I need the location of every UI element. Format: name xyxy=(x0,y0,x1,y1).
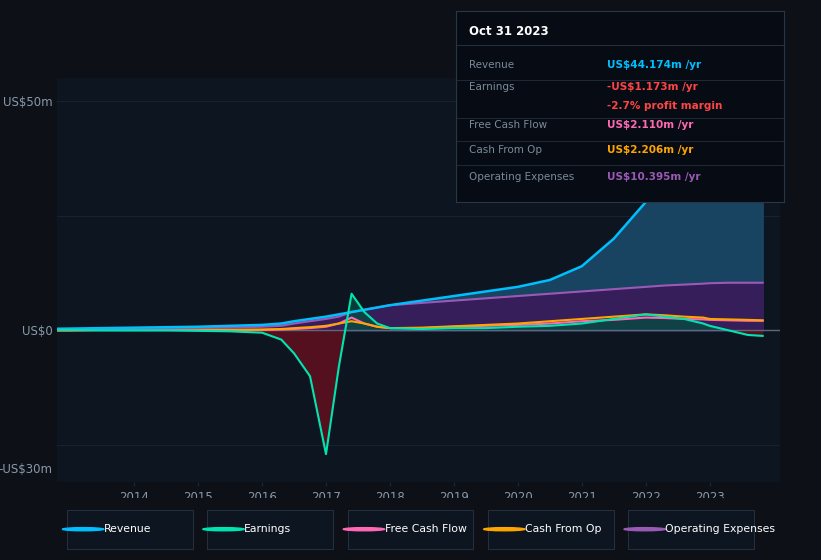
FancyBboxPatch shape xyxy=(207,510,333,549)
Text: -2.7% profit margin: -2.7% profit margin xyxy=(607,101,722,111)
Text: US$2.206m /yr: US$2.206m /yr xyxy=(607,145,693,155)
Text: US$10.395m /yr: US$10.395m /yr xyxy=(607,172,700,182)
Circle shape xyxy=(343,528,385,531)
Text: Free Cash Flow: Free Cash Flow xyxy=(384,524,466,534)
Text: Operating Expenses: Operating Expenses xyxy=(666,524,775,534)
Circle shape xyxy=(484,528,525,531)
Text: Cash From Op: Cash From Op xyxy=(525,524,602,534)
Text: Revenue: Revenue xyxy=(103,524,151,534)
FancyBboxPatch shape xyxy=(348,510,473,549)
Text: Earnings: Earnings xyxy=(469,82,514,92)
Text: -US$1.173m /yr: -US$1.173m /yr xyxy=(607,82,698,92)
Text: Revenue: Revenue xyxy=(469,59,514,69)
FancyBboxPatch shape xyxy=(488,510,613,549)
Circle shape xyxy=(203,528,245,531)
Text: Cash From Op: Cash From Op xyxy=(469,145,542,155)
FancyBboxPatch shape xyxy=(629,510,754,549)
Circle shape xyxy=(62,528,103,531)
Text: US$44.174m /yr: US$44.174m /yr xyxy=(607,59,701,69)
FancyBboxPatch shape xyxy=(67,510,192,549)
Text: Free Cash Flow: Free Cash Flow xyxy=(469,120,547,130)
Text: Oct 31 2023: Oct 31 2023 xyxy=(469,25,548,38)
Text: Earnings: Earnings xyxy=(245,524,291,534)
Circle shape xyxy=(624,528,666,531)
Text: Operating Expenses: Operating Expenses xyxy=(469,172,574,182)
Text: US$2.110m /yr: US$2.110m /yr xyxy=(607,120,693,130)
